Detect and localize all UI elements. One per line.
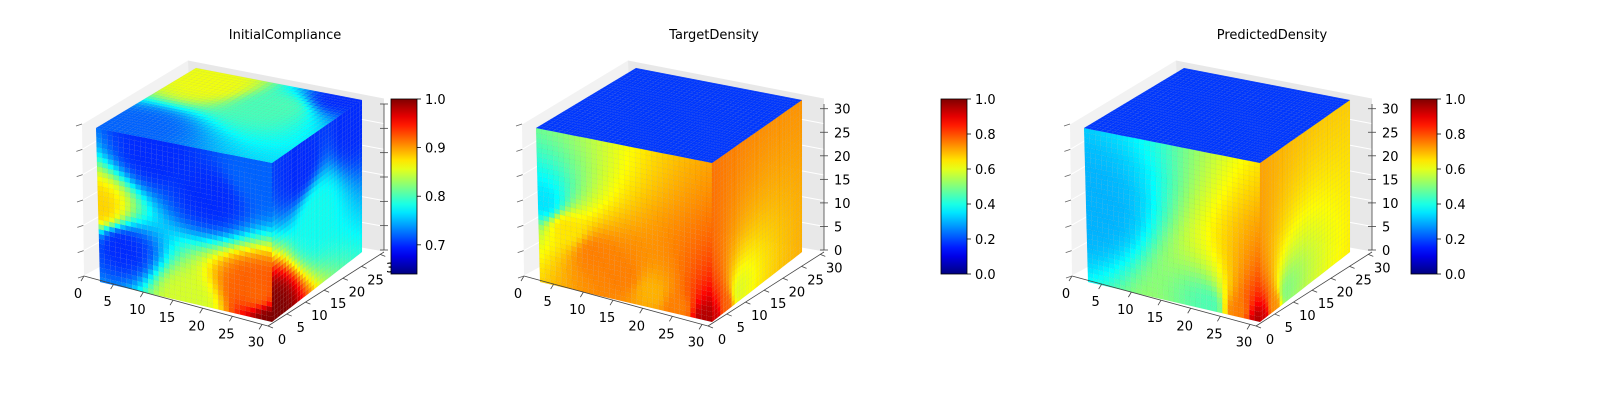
chart-title: InitialCompliance bbox=[229, 28, 342, 43]
x-tick-label: 15 bbox=[159, 311, 176, 326]
y-tick bbox=[362, 266, 367, 268]
y-tick-label: 10 bbox=[311, 309, 328, 324]
left-pane-tick bbox=[77, 225, 83, 227]
x-tick bbox=[140, 292, 143, 297]
x-tick-label: 20 bbox=[188, 319, 205, 334]
x-tick bbox=[259, 324, 262, 329]
colorbar-tick-label: 0.7 bbox=[425, 239, 446, 254]
y-tick bbox=[268, 326, 273, 328]
left-pane-tick bbox=[76, 124, 82, 126]
y-tick-label: 25 bbox=[367, 273, 384, 288]
x-tick bbox=[200, 308, 203, 313]
chart-panel-1: 051015202530051015202530InitialComplianc… bbox=[74, 28, 446, 350]
x-tick-label: 25 bbox=[218, 327, 235, 342]
colorbar-tick-label: 1.0 bbox=[425, 93, 446, 108]
y-tick bbox=[305, 302, 310, 304]
y-tick bbox=[324, 290, 329, 292]
x-tick-label: 30 bbox=[248, 335, 265, 350]
left-pane-tick bbox=[77, 200, 83, 202]
colorbar-tick-label: 0.8 bbox=[425, 190, 446, 205]
left-pane-tick bbox=[78, 251, 84, 253]
y-tick-label: 5 bbox=[297, 321, 305, 336]
colorbar bbox=[391, 99, 417, 274]
y-tick bbox=[380, 254, 385, 256]
colorbar-tick-label: 0.9 bbox=[425, 142, 446, 157]
left-pane-tick bbox=[76, 149, 82, 151]
x-tick-label: 10 bbox=[129, 303, 146, 318]
y-tick-label: 0 bbox=[278, 333, 286, 348]
y-tick bbox=[287, 314, 292, 316]
left-pane-tick bbox=[77, 175, 83, 177]
x-tick-label: 0 bbox=[74, 287, 82, 302]
x-tick bbox=[170, 300, 173, 305]
x-tick-label: 5 bbox=[104, 295, 112, 310]
x-tick bbox=[229, 316, 232, 321]
y-tick bbox=[343, 278, 348, 280]
y-tick-label: 15 bbox=[330, 297, 347, 312]
y-tick-label: 20 bbox=[349, 285, 366, 300]
